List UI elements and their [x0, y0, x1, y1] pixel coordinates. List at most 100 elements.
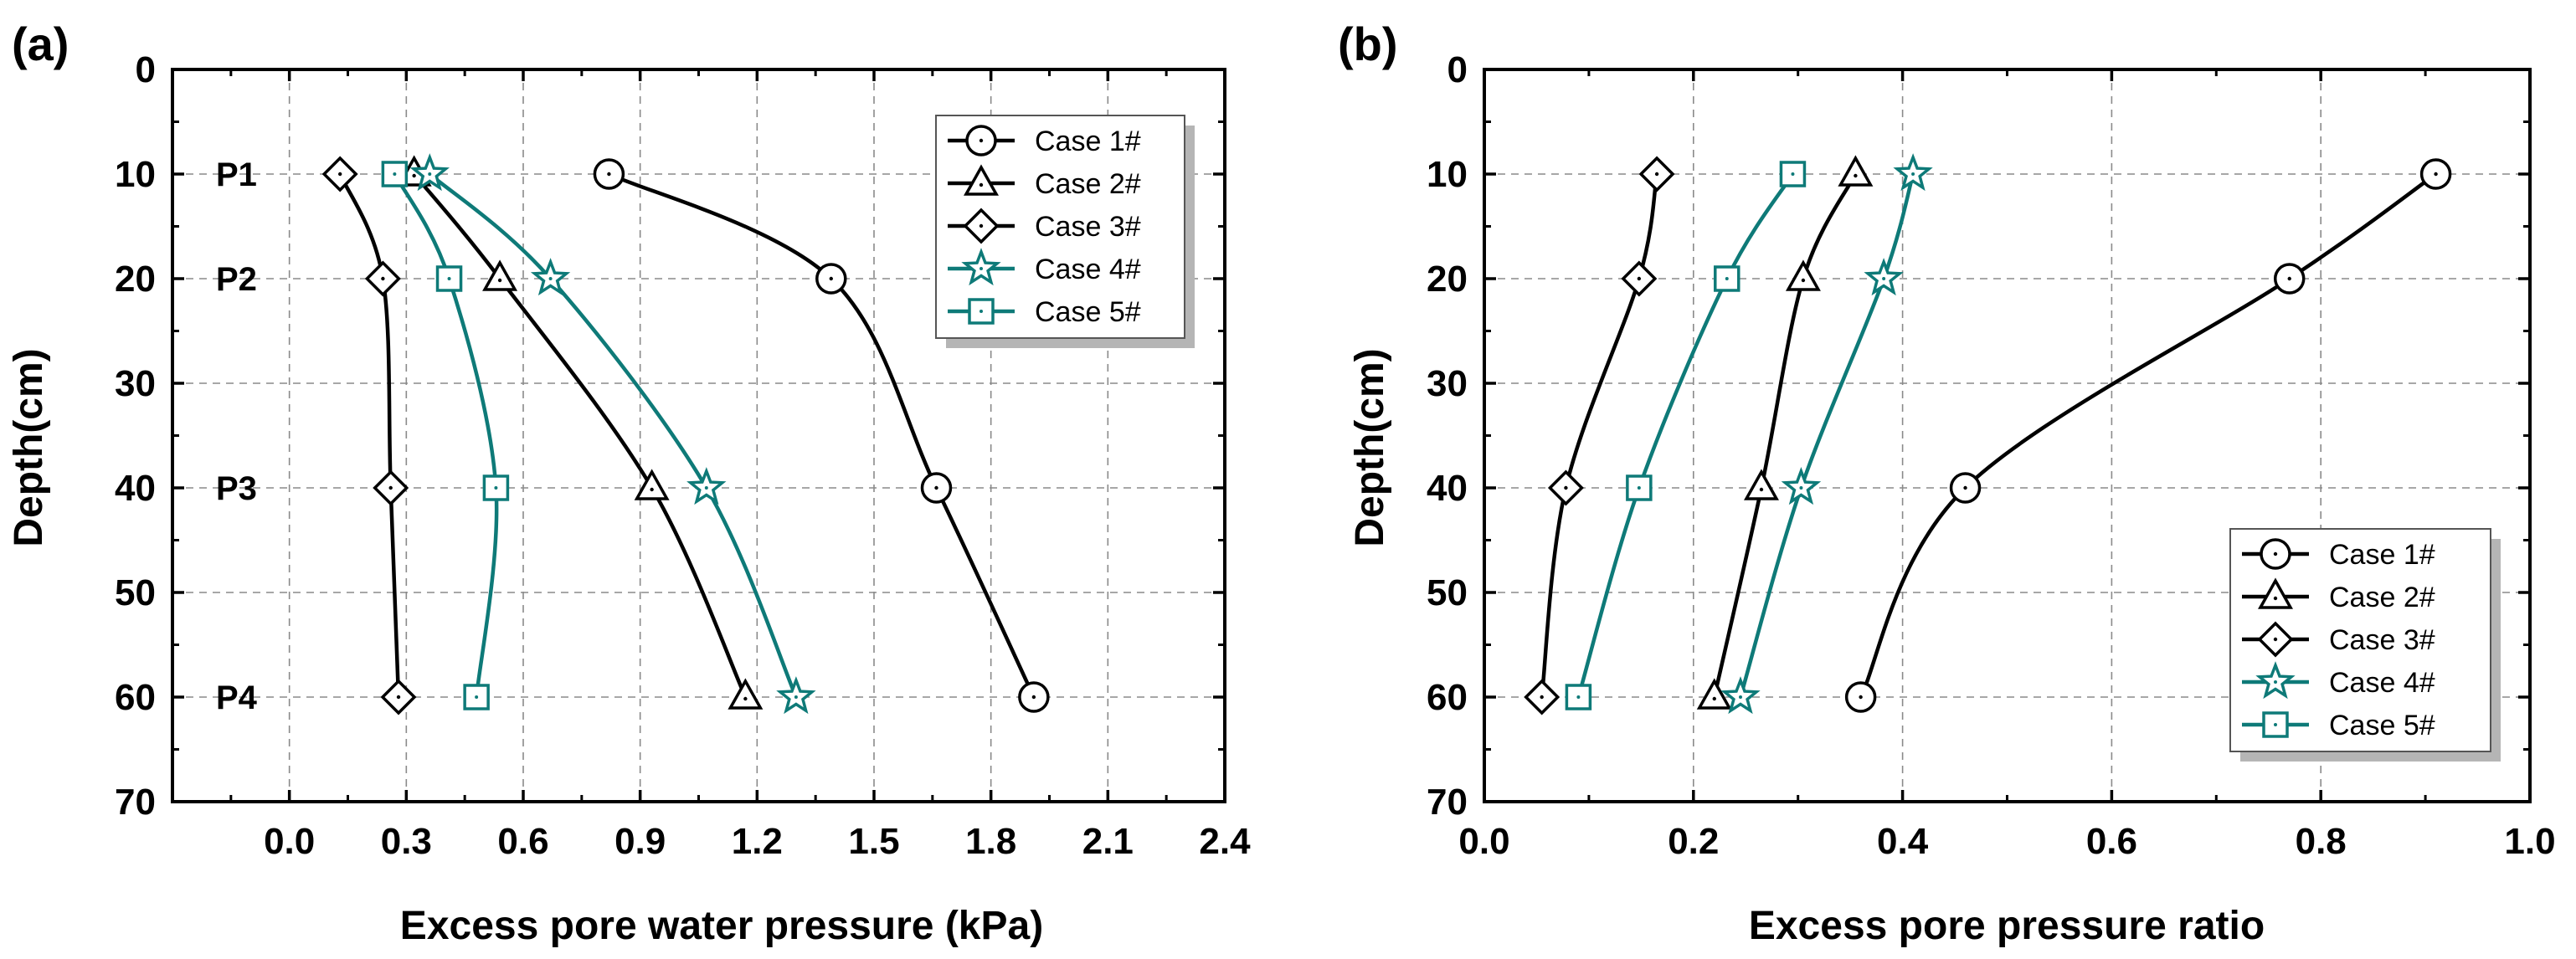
- panel-a-series-line-3: [338, 173, 401, 698]
- panel-a-case1-point-3-dot: [1031, 695, 1036, 700]
- panel-a-legend: Case 1# Case 2# Case 3# Case 4# Case 5#: [935, 115, 1195, 348]
- panel-a-series-line-4: [428, 172, 798, 698]
- panel-b-case2-point-2: [1743, 469, 1779, 500]
- panel-b-series-line-3: [1540, 173, 1659, 698]
- panel-b-y-axis-title: Depth(cm): [1348, 348, 1392, 546]
- panel-a-annotation-p3: P3: [216, 470, 257, 507]
- panel-a-case1-point-2-dot: [934, 485, 938, 490]
- panel-a-case4-point-2-dot: [704, 486, 708, 490]
- panel-b-case4-point-2-dot: [1799, 486, 1803, 490]
- panel-b-xtick-label-3: 0.6: [2086, 821, 2137, 862]
- panel-b-case1-point-2-dot: [1963, 485, 1967, 490]
- panel-b-series-line-5: [1576, 172, 1795, 698]
- panel-a-case1-point-0-dot: [607, 172, 611, 177]
- panel-a-case3-point-3-dot: [396, 695, 401, 700]
- panel-a-legend-label-2: Case 2#: [1035, 168, 1141, 200]
- panel-a-case5-point-3-dot: [475, 695, 479, 699]
- panel-b-legend-label-1: Case 1#: [2329, 539, 2435, 571]
- panel-a-case3-point-0-dot: [337, 172, 342, 177]
- panel-b-legend-label-3: Case 3#: [2329, 624, 2435, 656]
- panel-a-xtick-label-6: 1.8: [965, 821, 1016, 862]
- panel-b-label: (b): [1338, 18, 1398, 70]
- panel-a-case4-point-1-dot: [548, 277, 553, 280]
- panel-b-case5-point-1: [1714, 265, 1740, 292]
- panel-a-series-line-2: [412, 172, 748, 698]
- panel-b-grid: [1484, 69, 2530, 802]
- panel-a-case1-point-1-dot: [829, 276, 833, 281]
- panel-a-xtick-label-8: 2.4: [1199, 821, 1251, 862]
- panel-b-case3-point-2-dot: [1564, 485, 1568, 490]
- panel-a-xtick-label-7: 2.1: [1082, 821, 1134, 862]
- panel-b: (b) Depth(cm) Excess pore pressure ratio…: [1338, 18, 2556, 948]
- panel-b-case3-point-3-dot: [1540, 695, 1544, 700]
- panel-a-x-axis: 0.0 0.3 0.6 0.9 1.2 1.5 1.8 2.1 2.4: [229, 69, 1251, 862]
- panel-a-case3-point-1-dot: [381, 276, 385, 281]
- panel-a-legend-marker-5-dot: [979, 310, 983, 313]
- panel-a-annotation-p4: P4: [216, 680, 258, 716]
- panel-a-annotation-p1: P1: [216, 156, 257, 193]
- panel-b-ytick-label-7: 70: [1427, 782, 1468, 823]
- panel-b-legend-label-4: Case 4#: [2329, 667, 2435, 699]
- panel-b-case4-point-1-dot: [1882, 277, 1886, 280]
- panel-b-xtick-label-2: 0.4: [1877, 821, 1929, 862]
- panel-b-case2-point-1-dot: [1801, 278, 1806, 283]
- panel-a-case2-point-3-dot: [743, 696, 748, 701]
- panel-a-series-line-1: [608, 172, 1036, 698]
- panel-b-case4-point-3-dot: [1739, 695, 1743, 699]
- panel-a-annotation-p2: P2: [216, 261, 257, 298]
- panel-a-case2-point-2: [634, 469, 670, 500]
- panel-b-series-line-2: [1712, 172, 1858, 698]
- panel-a-label: (a): [12, 18, 69, 70]
- panel-a-legend-label-4: Case 4#: [1035, 254, 1141, 285]
- panel-a: (a) Depth(cm) Excess pore water pressure…: [7, 18, 1251, 948]
- panel-b-case2-point-3-dot: [1712, 696, 1716, 701]
- panel-b-case5-point-1-dot: [1725, 277, 1729, 280]
- panel-a-legend-marker-3-dot: [979, 223, 984, 228]
- panel-a-xtick-label-4: 1.2: [732, 821, 783, 862]
- panel-a-case3-point-2-dot: [388, 485, 393, 490]
- panel-b-xtick-label-4: 0.8: [2296, 821, 2347, 862]
- panel-b-case2-point-0-dot: [1854, 173, 1858, 178]
- panel-a-case5-point-0-dot: [393, 172, 397, 176]
- panel-a-ytick-label-5: 50: [115, 572, 156, 613]
- panel-b-series-line-1: [1859, 172, 2437, 699]
- panel-a-case4-point-3-dot: [794, 695, 798, 699]
- panel-a-y-axis: 0 10 20 30 40 50 60 70: [115, 49, 1225, 823]
- panel-b-ytick-label-3: 30: [1427, 363, 1468, 404]
- panel-b-x-axis-title: Excess pore pressure ratio: [1749, 904, 2265, 948]
- panel-a-case5-point-2-dot: [494, 486, 498, 490]
- panel-a-case2-point-0-dot: [412, 173, 416, 178]
- panel-a-x-axis-title: Excess pore water pressure (kPa): [400, 904, 1043, 948]
- panel-b-case5-point-0-dot: [1791, 172, 1795, 176]
- panel-a-xtick-label-0: 0.0: [264, 821, 315, 862]
- panel-a-xtick-label-5: 1.5: [848, 821, 899, 862]
- panel-a-series-line-5: [393, 172, 499, 698]
- panel-b-x-axis: 0.0 0.2 0.4 0.6 0.8 1.0: [1458, 69, 2556, 862]
- panel-b-legend-label-2: Case 2#: [2329, 582, 2435, 613]
- panel-a-xtick-label-1: 0.3: [381, 821, 432, 862]
- panel-b-case4-point-0-dot: [1911, 172, 1915, 176]
- panel-a-legend-marker-2-dot: [979, 182, 984, 187]
- panel-a-ytick-label-0: 0: [136, 49, 156, 90]
- panel-a-ytick-label-2: 20: [115, 259, 156, 300]
- panel-a-legend-marker-2: [964, 164, 999, 196]
- panel-a-series: [321, 153, 1050, 715]
- panel-a-y-axis-title: Depth(cm): [7, 348, 51, 546]
- panel-a-xtick-label-3: 0.9: [614, 821, 666, 862]
- panel-b-xtick-label-5: 1.0: [2504, 821, 2555, 862]
- panel-b-legend: Case 1# Case 2# Case 3# Case 4# Case 5#: [2229, 528, 2501, 762]
- panel-a-legend-marker-1-dot: [979, 138, 984, 143]
- panel-a-legend-label-3: Case 3#: [1035, 211, 1141, 243]
- panel-b-case5-point-2-dot: [1637, 486, 1641, 490]
- panel-b-case2-point-0: [1838, 155, 1874, 187]
- panel-b-ytick-label-6: 60: [1427, 677, 1468, 718]
- panel-b-case1-point-3-dot: [1859, 695, 1863, 700]
- panel-b-legend-marker-5-dot: [2274, 723, 2277, 726]
- panel-b-legend-marker-1-dot: [2273, 551, 2278, 556]
- panel-b-case1-point-0-dot: [2434, 172, 2438, 177]
- panel-a-ytick-label-1: 10: [115, 154, 156, 195]
- panel-b-case5-point-3-dot: [1576, 695, 1581, 699]
- panel-b-series-line-4: [1738, 173, 1915, 698]
- panel-b-series: [1524, 153, 2452, 715]
